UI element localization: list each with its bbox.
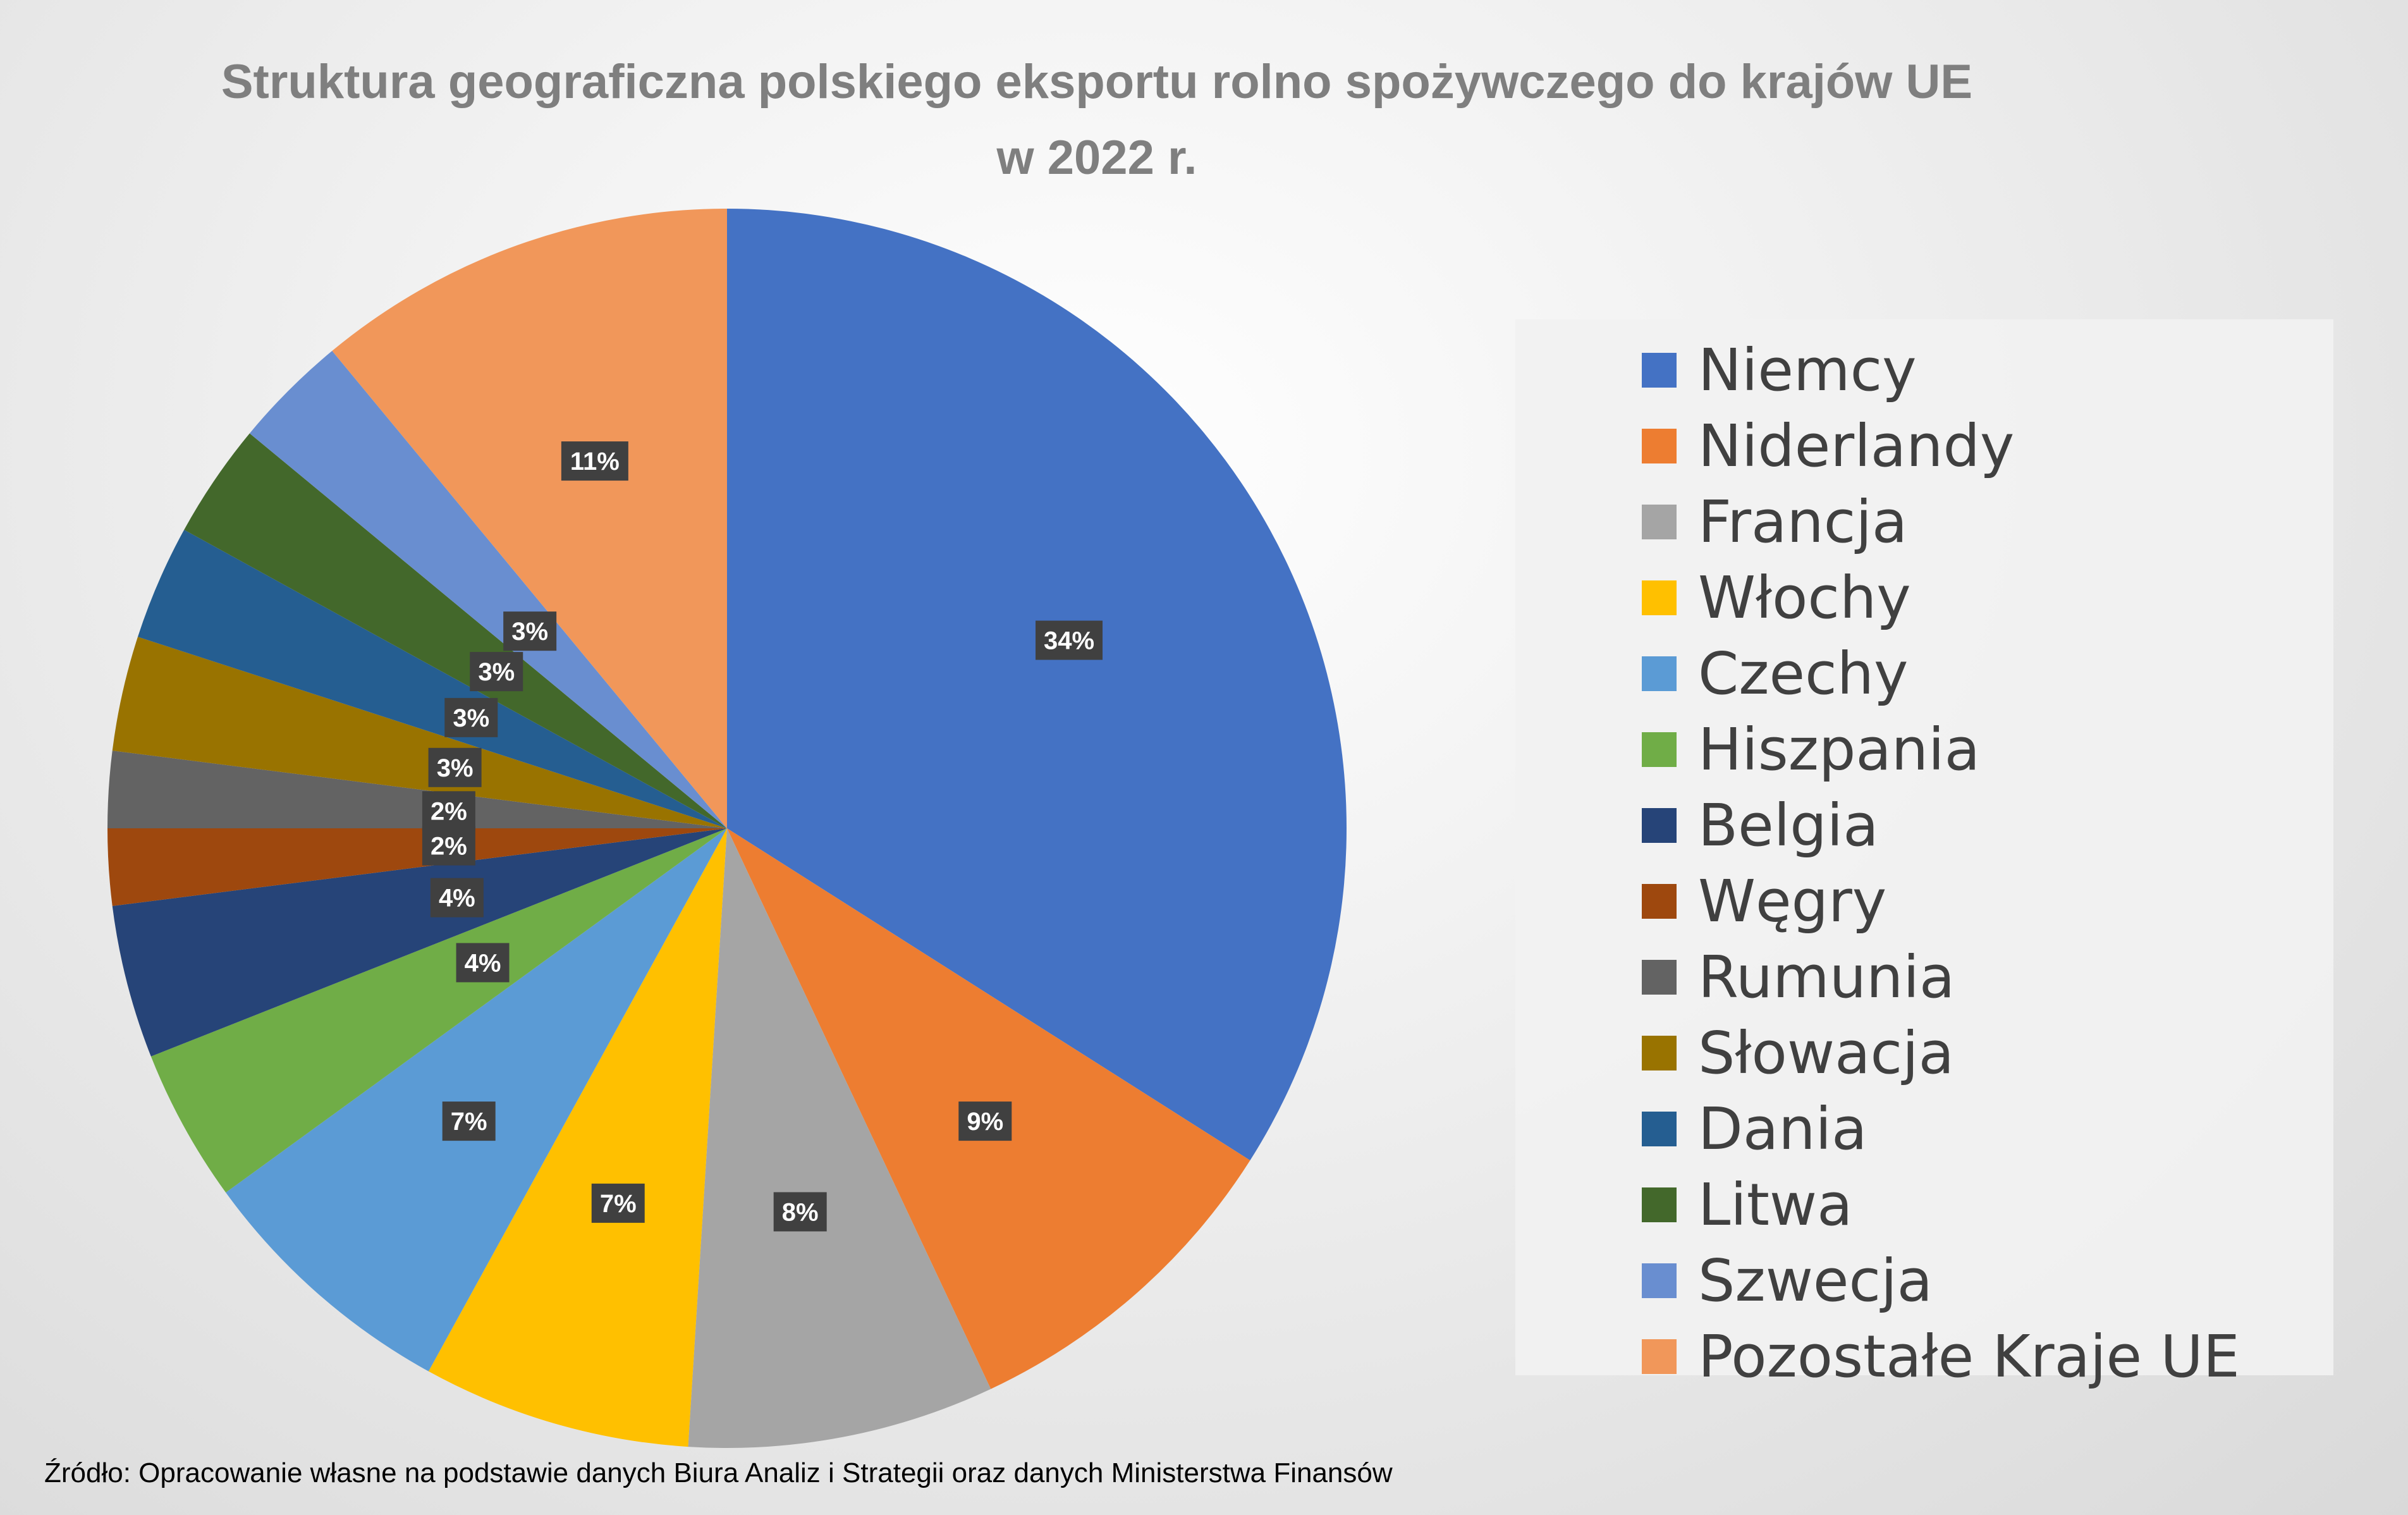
legend-item-szwecja: Szwecja bbox=[1642, 1242, 2325, 1318]
legend-label: Belgia bbox=[1698, 791, 1879, 859]
data-label-hiszpania: 4% bbox=[456, 943, 510, 983]
pie-chart: 34% 9% 8% 7% 7% 4% 4% 2% 2% 3% 3% 3% 3% 11% bbox=[107, 209, 1347, 1448]
legend-swatch bbox=[1642, 959, 1677, 995]
svg-text:2%: 2% bbox=[431, 833, 467, 861]
legend-item-wlochy: Włochy bbox=[1642, 560, 2325, 635]
legend-label: Słowacja bbox=[1698, 1019, 1954, 1087]
legend-item-niemcy: Niemcy bbox=[1642, 332, 2325, 408]
svg-text:34%: 34% bbox=[1044, 627, 1094, 655]
legend-label: Rumunia bbox=[1698, 943, 1955, 1011]
chart-title-line-1: Struktura geograficzna polskiego eksport… bbox=[221, 55, 1973, 109]
svg-text:3%: 3% bbox=[437, 754, 474, 782]
legend-label: Niemcy bbox=[1698, 336, 1917, 404]
pie-slice-hiszpania bbox=[150, 828, 728, 1193]
pie-slice-wlochy bbox=[428, 828, 727, 1447]
legend-swatch bbox=[1642, 883, 1677, 919]
svg-text:2%: 2% bbox=[431, 797, 467, 825]
legend-label: Szwecja bbox=[1698, 1246, 1933, 1315]
data-label-wegry: 2% bbox=[422, 826, 475, 866]
svg-text:4%: 4% bbox=[465, 949, 501, 977]
data-label-belgia: 4% bbox=[430, 878, 484, 917]
svg-text:7%: 7% bbox=[600, 1190, 637, 1218]
legend-item-francja: Francja bbox=[1642, 484, 2325, 560]
legend-item-belgia: Belgia bbox=[1642, 787, 2325, 863]
data-label-rumunia: 2% bbox=[422, 791, 475, 831]
svg-text:3%: 3% bbox=[478, 658, 515, 686]
data-label-dania: 3% bbox=[444, 697, 498, 737]
legend-item-czechy: Czechy bbox=[1642, 635, 2325, 711]
legend-label: Węgry bbox=[1698, 867, 1887, 935]
svg-text:7%: 7% bbox=[451, 1108, 487, 1136]
legend-label: Niderlandy bbox=[1698, 412, 2015, 480]
data-label-pozostale-kraje-ue: 11% bbox=[561, 441, 628, 481]
legend-item-wegry: Węgry bbox=[1642, 863, 2325, 939]
legend-item-slowacja: Słowacja bbox=[1642, 1015, 2325, 1091]
legend-swatch bbox=[1642, 1111, 1677, 1146]
legend-item-pozostale-kraje-ue: Pozostałe Kraje UE bbox=[1642, 1318, 2325, 1394]
legend-item-litwa: Litwa bbox=[1642, 1167, 2325, 1242]
svg-text:3%: 3% bbox=[511, 618, 548, 646]
legend-item-hiszpania: Hiszpania bbox=[1642, 711, 2325, 787]
pie-slice-belgia bbox=[112, 828, 727, 1057]
pie-slice-czechy bbox=[226, 828, 728, 1371]
pie-slice-dania bbox=[137, 529, 728, 828]
svg-text:3%: 3% bbox=[453, 704, 489, 732]
legend-label: Hiszpania bbox=[1698, 715, 1980, 783]
legend-swatch bbox=[1642, 580, 1677, 615]
pie-slice-niemcy bbox=[727, 209, 1347, 1161]
data-label-niemcy: 34% bbox=[1036, 620, 1103, 660]
legend-swatch bbox=[1642, 656, 1677, 691]
legend: Niemcy Niderlandy Francja Włochy Czechy Hiszp… bbox=[1515, 319, 2333, 1390]
data-label-wlochy: 7% bbox=[591, 1183, 645, 1223]
source-note: Źródło: Opracowanie własne na podstawie … bbox=[44, 1457, 1393, 1488]
data-label-czechy: 7% bbox=[442, 1101, 496, 1141]
legend-swatch bbox=[1642, 352, 1677, 388]
legend-item-niderlandy: Niderlandy bbox=[1642, 408, 2325, 484]
chart-title-line-2: w 2022 r. bbox=[996, 131, 1197, 185]
svg-text:8%: 8% bbox=[782, 1198, 819, 1226]
svg-text:4%: 4% bbox=[439, 885, 475, 912]
legend-swatch bbox=[1642, 807, 1677, 843]
pie-slice-litwa bbox=[184, 433, 727, 828]
legend-swatch bbox=[1642, 428, 1677, 463]
pie-slice-rumunia bbox=[107, 751, 727, 828]
svg-text:9%: 9% bbox=[967, 1108, 1003, 1136]
data-label-szwecja: 3% bbox=[503, 611, 557, 651]
legend-label: Czechy bbox=[1698, 639, 1909, 708]
legend-swatch bbox=[1642, 732, 1677, 767]
chart-title: Struktura geograficzna polskiego eksport… bbox=[0, 44, 2194, 196]
legend-label: Włochy bbox=[1698, 563, 1911, 632]
legend-swatch bbox=[1642, 504, 1677, 539]
legend-label: Litwa bbox=[1698, 1170, 1853, 1239]
legend-swatch bbox=[1642, 1263, 1677, 1298]
pie-slice-slowacja bbox=[112, 637, 727, 828]
pie-slice-francja bbox=[688, 828, 991, 1448]
legend-item-rumunia: Rumunia bbox=[1642, 939, 2325, 1015]
pie-slice-pozostale-kraje-ue bbox=[332, 209, 727, 828]
data-label-litwa: 3% bbox=[470, 652, 523, 692]
legend-item-dania: Dania bbox=[1642, 1091, 2325, 1167]
legend-label: Pozostałe Kraje UE bbox=[1698, 1322, 2240, 1390]
legend-swatch bbox=[1642, 1187, 1677, 1222]
data-label-francja: 8% bbox=[773, 1192, 827, 1232]
pie-slice-szwecja bbox=[249, 350, 727, 828]
legend-swatch bbox=[1642, 1339, 1677, 1374]
svg-text:11%: 11% bbox=[570, 448, 620, 475]
legend-label: Francja bbox=[1698, 488, 1908, 556]
pie-slice-wegry bbox=[107, 828, 727, 906]
data-label-niderlandy: 9% bbox=[958, 1101, 1012, 1141]
data-label-slowacja: 3% bbox=[428, 747, 482, 787]
legend-swatch bbox=[1642, 1035, 1677, 1070]
legend-label: Dania bbox=[1698, 1095, 1867, 1163]
